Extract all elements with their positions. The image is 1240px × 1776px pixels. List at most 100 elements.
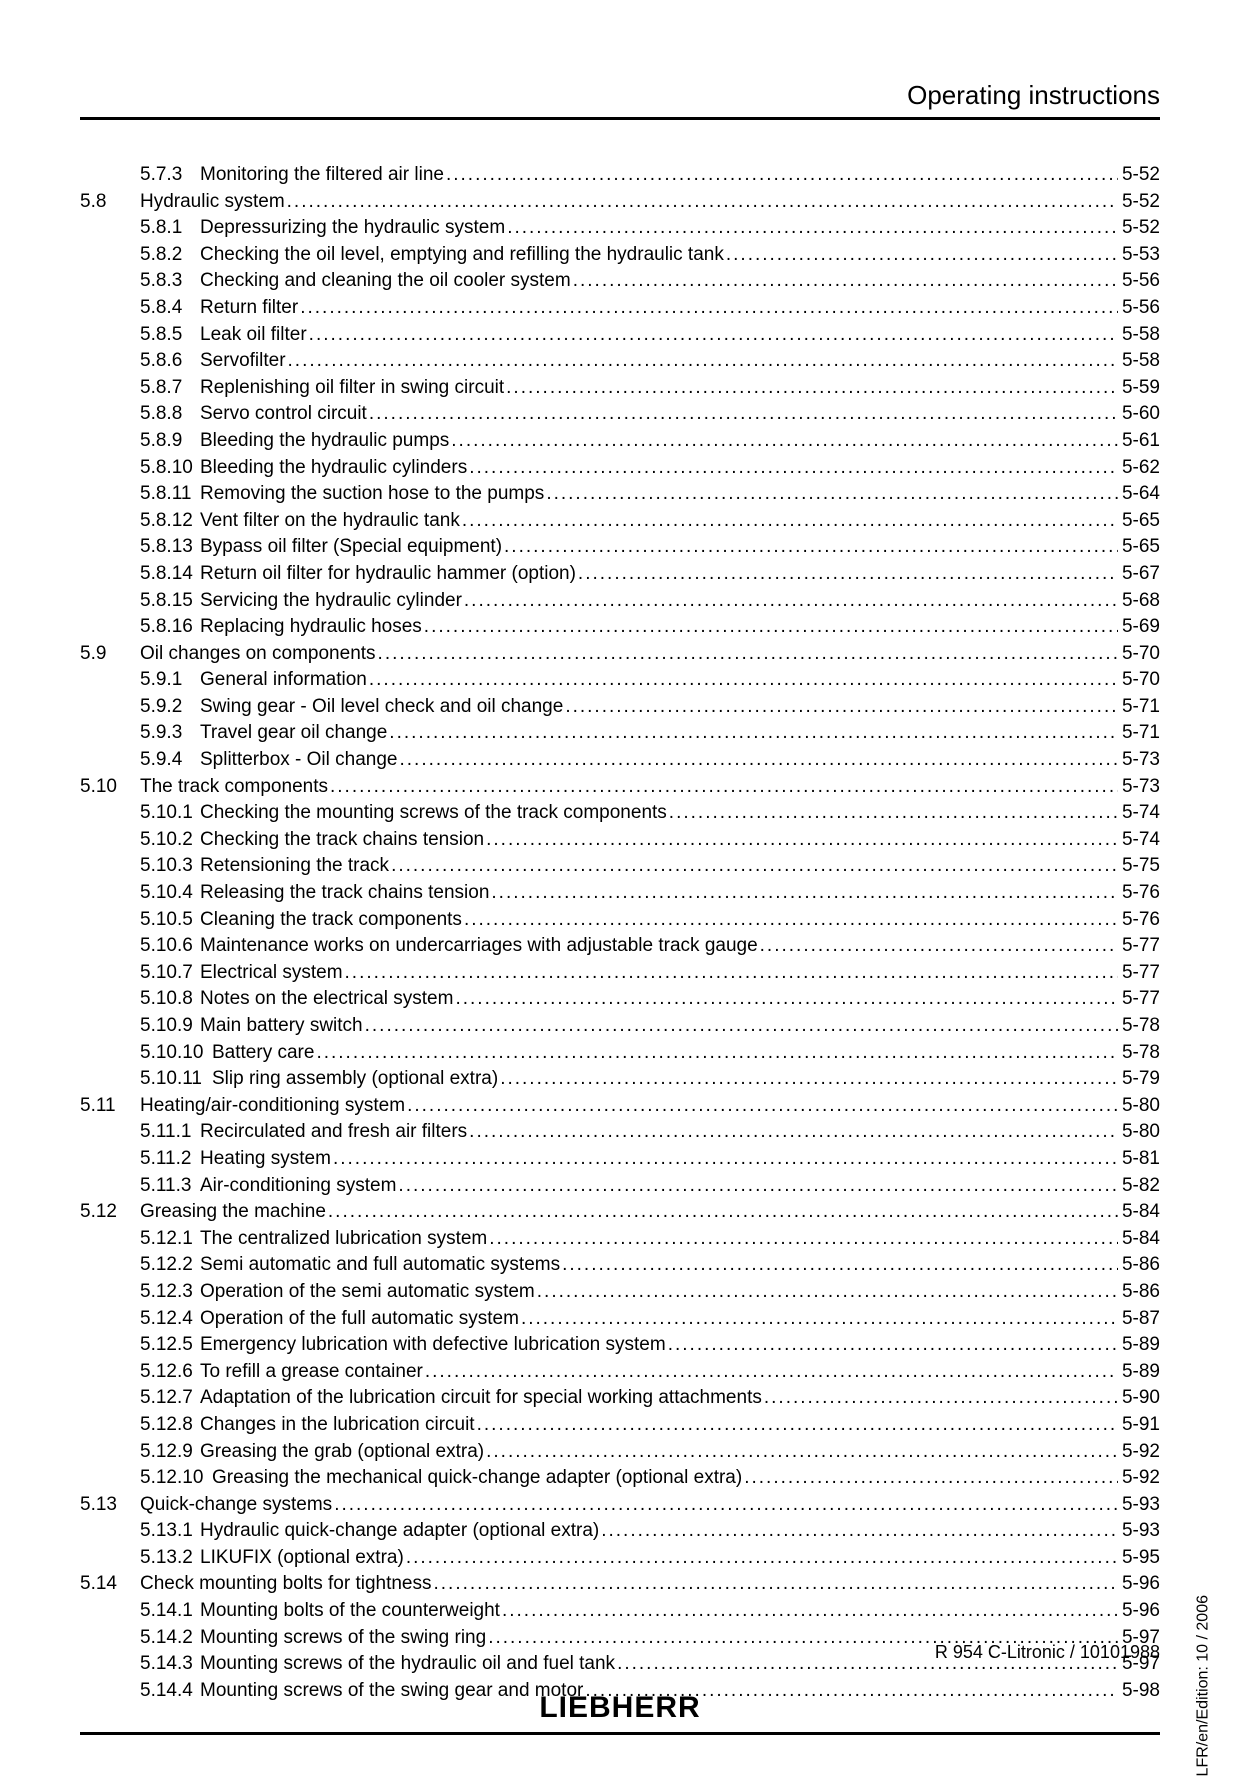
toc-page-number: 5-77 <box>1118 960 1160 987</box>
toc-page-number: 5-91 <box>1118 1412 1160 1439</box>
toc-row: 5.8Hydraulic system 5-52 <box>80 189 1160 216</box>
toc-row: 5.8.5Leak oil filter 5-58 <box>140 322 1160 349</box>
toc-row: 5.12.6To refill a grease container 5-89 <box>140 1359 1160 1386</box>
toc-sub-number: 5.8.2 <box>140 242 200 269</box>
toc-page-number: 5-56 <box>1118 295 1160 322</box>
toc-title: Changes in the lubrication circuit <box>200 1412 477 1439</box>
toc-title: Bleeding the hydraulic pumps <box>200 428 451 455</box>
toc-leader-dots <box>764 1385 1118 1412</box>
toc-sub-number: 5.10.3 <box>140 853 200 880</box>
toc-leader-dots <box>491 880 1118 907</box>
toc-row: 5.14Check mounting bolts for tightness 5… <box>80 1571 1160 1598</box>
toc-title: The track components <box>140 774 330 801</box>
toc-title: The centralized lubrication system <box>200 1226 489 1253</box>
toc-sub-number: 5.9.3 <box>140 720 200 747</box>
toc-row: 5.7.3Monitoring the filtered air line 5-… <box>140 162 1160 189</box>
toc-row: 5.12.1The centralized lubrication system… <box>140 1226 1160 1253</box>
toc-page-number: 5-78 <box>1118 1013 1160 1040</box>
footer-logo: LIEBHERR <box>80 1691 1160 1725</box>
toc-leader-dots <box>309 322 1118 349</box>
toc-row: 5.12Greasing the machine 5-84 <box>80 1199 1160 1226</box>
toc-sub-number: 5.7.3 <box>140 162 200 189</box>
toc-row: 5.14.1Mounting bolts of the counterweigh… <box>140 1598 1160 1625</box>
toc-row: 5.10.7Electrical system 5-77 <box>140 960 1160 987</box>
toc-page-number: 5-58 <box>1118 322 1160 349</box>
table-of-contents: 5.7.3Monitoring the filtered air line 5-… <box>80 162 1160 1704</box>
toc-page-number: 5-82 <box>1118 1173 1160 1200</box>
toc-page-number: 5-86 <box>1118 1279 1160 1306</box>
toc-section-number: 5.10 <box>80 774 140 801</box>
toc-leader-dots <box>477 1412 1118 1439</box>
toc-title: Operation of the full automatic system <box>200 1306 521 1333</box>
toc-sub-number: 5.14.1 <box>140 1598 200 1625</box>
toc-leader-dots <box>369 667 1118 694</box>
toc-title: Greasing the grab (optional extra) <box>200 1439 486 1466</box>
toc-title: Heating/air-conditioning system <box>140 1093 407 1120</box>
toc-leader-dots <box>726 242 1118 269</box>
toc-sub-number: 5.8.5 <box>140 322 200 349</box>
toc-sub-number: 5.12.6 <box>140 1359 200 1386</box>
toc-title: Recirculated and fresh air filters <box>200 1119 469 1146</box>
toc-leader-dots <box>507 215 1118 242</box>
toc-row: 5.12.2Semi automatic and full automatic … <box>140 1252 1160 1279</box>
toc-leader-dots <box>469 455 1118 482</box>
toc-row: 5.8.14Return oil filter for hydraulic ha… <box>140 561 1160 588</box>
toc-leader-dots <box>287 189 1118 216</box>
toc-leader-dots <box>406 1545 1118 1572</box>
toc-leader-dots <box>334 1492 1118 1519</box>
toc-page-number: 5-71 <box>1118 694 1160 721</box>
toc-sub-number: 5.12.7 <box>140 1385 200 1412</box>
toc-leader-dots <box>469 1119 1118 1146</box>
toc-sub-number: 5.9.4 <box>140 747 200 774</box>
toc-leader-dots <box>424 614 1118 641</box>
toc-sub-number: 5.13.1 <box>140 1518 200 1545</box>
toc-row: 5.10.11Slip ring assembly (optional extr… <box>140 1066 1160 1093</box>
toc-page-number: 5-77 <box>1118 933 1160 960</box>
toc-leader-dots <box>328 1199 1118 1226</box>
toc-row: 5.9.4Splitterbox - Oil change 5-73 <box>140 747 1160 774</box>
toc-page-number: 5-93 <box>1118 1492 1160 1519</box>
toc-page-number: 5-65 <box>1118 534 1160 561</box>
toc-leader-dots <box>464 907 1118 934</box>
toc-sub-number: 5.12.4 <box>140 1306 200 1333</box>
toc-title: Quick-change systems <box>140 1492 334 1519</box>
toc-row: 5.8.16Replacing hydraulic hoses 5-69 <box>140 614 1160 641</box>
toc-row: 5.13.1Hydraulic quick-change adapter (op… <box>140 1518 1160 1545</box>
toc-leader-dots <box>391 853 1118 880</box>
toc-title: Cleaning the track components <box>200 907 464 934</box>
toc-row: 5.8.13Bypass oil filter (Special equipme… <box>140 534 1160 561</box>
toc-row: 5.12.7Adaptation of the lubrication circ… <box>140 1385 1160 1412</box>
toc-title: Hydraulic quick-change adapter (optional… <box>200 1518 601 1545</box>
toc-title: Main battery switch <box>200 1013 365 1040</box>
footer-docid: R 954 C-Litronic / 10101988 <box>80 1642 1160 1663</box>
toc-sub-number: 5.10.10 <box>140 1040 212 1067</box>
toc-row: 5.12.5Emergency lubrication with defecti… <box>140 1332 1160 1359</box>
toc-page-number: 5-60 <box>1118 401 1160 428</box>
toc-sub-number: 5.12.8 <box>140 1412 200 1439</box>
toc-leader-dots <box>330 774 1118 801</box>
toc-title: Swing gear - Oil level check and oil cha… <box>200 694 565 721</box>
toc-leader-dots <box>425 1359 1118 1386</box>
toc-title: Checking and cleaning the oil cooler sys… <box>200 268 573 295</box>
toc-title: Battery care <box>212 1040 316 1067</box>
toc-row: 5.10The track components 5-73 <box>80 774 1160 801</box>
toc-row: 5.8.2Checking the oil level, emptying an… <box>140 242 1160 269</box>
toc-page-number: 5-56 <box>1118 268 1160 295</box>
toc-sub-number: 5.8.4 <box>140 295 200 322</box>
toc-leader-dots <box>486 1439 1118 1466</box>
toc-section-number: 5.14 <box>80 1571 140 1598</box>
toc-sub-number: 5.10.6 <box>140 933 200 960</box>
toc-section-number: 5.8 <box>80 189 140 216</box>
toc-page-number: 5-75 <box>1118 853 1160 880</box>
toc-row: 5.8.11Removing the suction hose to the p… <box>140 481 1160 508</box>
toc-leader-dots <box>500 1066 1118 1093</box>
toc-leader-dots <box>398 1173 1118 1200</box>
toc-sub-number: 5.12.2 <box>140 1252 200 1279</box>
toc-leader-dots <box>407 1093 1118 1120</box>
toc-title: Oil changes on components <box>140 641 378 668</box>
toc-sub-number: 5.10.4 <box>140 880 200 907</box>
toc-sub-number: 5.10.5 <box>140 907 200 934</box>
toc-title: Replenishing oil filter in swing circuit <box>200 375 506 402</box>
toc-title: Bleeding the hydraulic cylinders <box>200 455 469 482</box>
toc-title: Servicing the hydraulic cylinder <box>200 588 464 615</box>
